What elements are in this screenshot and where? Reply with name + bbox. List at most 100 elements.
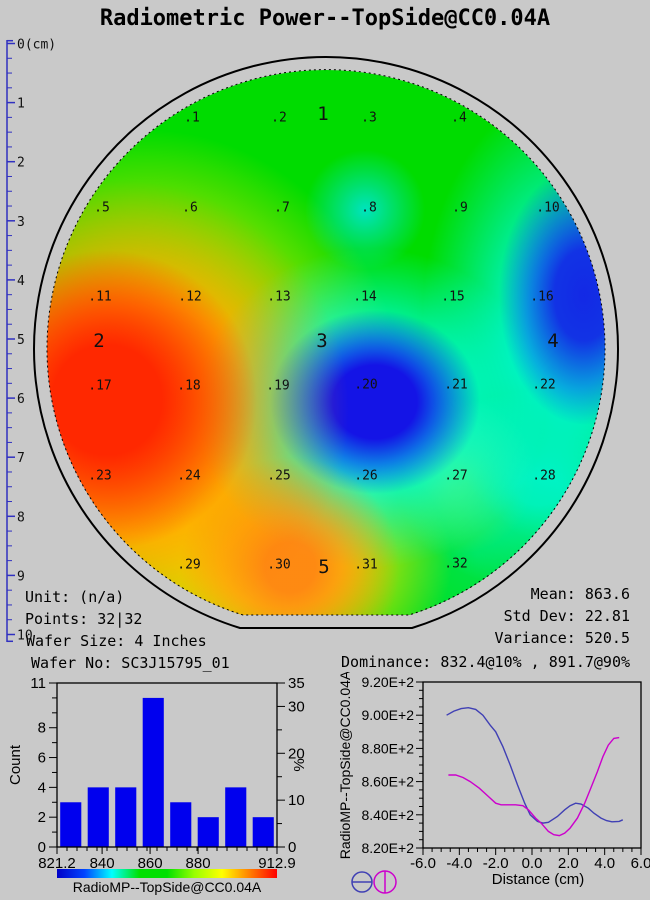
wafer-point-label: .10 (536, 200, 560, 216)
wafer-outline (33, 56, 619, 629)
profile-chart: 8.20E+2 8.40E+2 8.60E+2 8.80E+2 9.00E+2 9.20E… (337, 672, 650, 894)
ruler-tick-label: 10 (17, 629, 33, 644)
wafer-point-label: .13 (267, 289, 291, 305)
x-tick-label: 0.0 (522, 855, 543, 872)
wafer-point-label: .32 (444, 556, 468, 572)
y-right-tick-label: 20 (288, 745, 305, 762)
y-right-tick-label: 0 (288, 839, 296, 856)
wafer-edge-dashed (46, 69, 606, 616)
y-tick-label: 8.60E+2 (361, 774, 414, 790)
x-tick-label: -6.0 (410, 855, 436, 872)
y-tick-label: 8 (38, 720, 46, 737)
wafer-point-label: .17 (88, 378, 112, 394)
histogram-bar (87, 787, 109, 847)
left-ruler: 0(cm) 1 2 3 4 5 6 7 8 9 10 (6, 38, 56, 644)
stat-unit: Unit: (n/a) (25, 588, 125, 606)
histogram-bar (252, 817, 274, 847)
wafer-point-label: .24 (177, 468, 201, 484)
wafer-point-label: .31 (354, 557, 378, 573)
ruler-tick-label: 6 (17, 392, 25, 407)
wafer-point-label: .23 (88, 468, 112, 484)
y-tick-label: 9.00E+2 (361, 707, 414, 723)
y-tick-label: 0 (38, 839, 46, 856)
stat-std-dev: Std Dev: 22.81 (503, 607, 630, 625)
x-tick-label: 2.0 (558, 855, 579, 872)
ruler-tick-label: 0(cm) (17, 38, 56, 53)
wafer-point-label: .7 (274, 200, 290, 216)
wafer-point-label: .27 (444, 468, 468, 484)
histogram-bar (197, 817, 219, 847)
y-tick-label: 11 (30, 675, 46, 692)
wafer-point-label: .9 (452, 200, 468, 216)
y-right-tick-label: 30 (288, 698, 305, 715)
horizontal-diameter-profile-curve (446, 706, 624, 824)
wafer-point-label: .15 (441, 289, 465, 305)
wafer-point-label: .21 (444, 377, 468, 393)
x-tick-label: -4.0 (446, 855, 472, 872)
wafer-point-label: .12 (178, 289, 202, 305)
wafer-point-label: .11 (88, 289, 112, 305)
wafer-zone-label: 3 (316, 330, 328, 352)
x-tick-label: 880 (186, 855, 211, 872)
x-tick-label: 6.0 (631, 855, 650, 872)
histogram-chart: 0 2 4 6 8 11 0 10 20 30 35 821.2 840 860 880 912.9 Count… (7, 675, 308, 895)
x-tick-label: 4.0 (594, 855, 615, 872)
x-tick-label: 860 (138, 855, 163, 872)
wafer-point-label: .26 (354, 468, 378, 484)
wafer-point-label: .29 (177, 557, 201, 573)
y-right-axis-title: % (291, 758, 308, 771)
circle-horizontal-line-icon (351, 871, 373, 893)
wafer-contour-field (47, 70, 605, 615)
colorbar-caption: RadioMP--TopSide@CC0.04A (73, 879, 262, 895)
profile-frame (422, 681, 642, 849)
ruler-tick-label: 4 (17, 274, 25, 289)
stat-mean: Mean: 863.6 (530, 585, 630, 603)
y-right-tick-label: 10 (288, 792, 305, 809)
stat-dominance: Dominance: 832.4@10% , 891.7@90% (341, 653, 630, 671)
x-tick-label: 840 (90, 855, 115, 872)
wafer-zone-label: 5 (318, 556, 330, 578)
wafer-point-label: .5 (94, 200, 110, 216)
y-tick-label: 4 (38, 779, 46, 796)
ruler-tick-label: 1 (17, 97, 25, 112)
histogram-bar (225, 787, 247, 847)
histogram-bar (115, 787, 137, 847)
wafer-point-label: .6 (182, 200, 198, 216)
wafer-zone-label: 1 (317, 103, 329, 125)
wafer-edge-solid (33, 56, 619, 629)
histogram-bar (170, 802, 192, 847)
wafer-point-label: .18 (177, 378, 201, 394)
wafer-zone-label: 4 (547, 330, 559, 352)
page-title: Radiometric Power--TopSide@CC0.04A (99, 6, 551, 31)
ruler-tick-label: 3 (17, 215, 25, 230)
wafer-point-label: .3 (361, 110, 377, 126)
wafer-point-label: .8 (361, 200, 377, 216)
ruler-tick-label: 2 (17, 156, 25, 171)
colorbar (57, 869, 277, 878)
y-tick-label: 6 (38, 750, 46, 767)
wafer-point-label: .19 (266, 378, 290, 394)
stat-wafer-size: Wafer Size: 4 Inches (26, 632, 207, 650)
y-tick-label: 8.20E+2 (361, 840, 414, 856)
histogram-bar (60, 802, 82, 847)
y-right-tick-label: 35 (288, 675, 305, 692)
y-tick-label: 8.40E+2 (361, 807, 414, 823)
y-tick-label: 8.80E+2 (361, 740, 414, 756)
circle-vertical-line-icon (373, 870, 397, 894)
x-tick-label: 912.9 (258, 855, 296, 872)
stat-wafer-no: Wafer No: SC3J15795_01 (31, 654, 230, 672)
wafer-point-label: .30 (267, 557, 291, 573)
x-axis-title: Distance (cm) (492, 871, 585, 888)
wafer-point-label: .2 (271, 110, 287, 126)
x-tick-label: -2.0 (483, 855, 509, 872)
wafer-point-label: .20 (354, 377, 378, 393)
wafer-point-label: .4 (451, 110, 467, 126)
stat-variance: Variance: 520.5 (494, 629, 630, 647)
y-axis-title: RadioMP--TopSide@CC0.04A (337, 672, 353, 859)
x-tick-label: 821.2 (38, 855, 76, 872)
y-axis-title: Count (7, 744, 24, 785)
ruler-tick-label: 7 (17, 451, 25, 466)
wafer-point-label: .1 (184, 110, 200, 126)
stat-points: Points: 32|32 (25, 610, 143, 628)
